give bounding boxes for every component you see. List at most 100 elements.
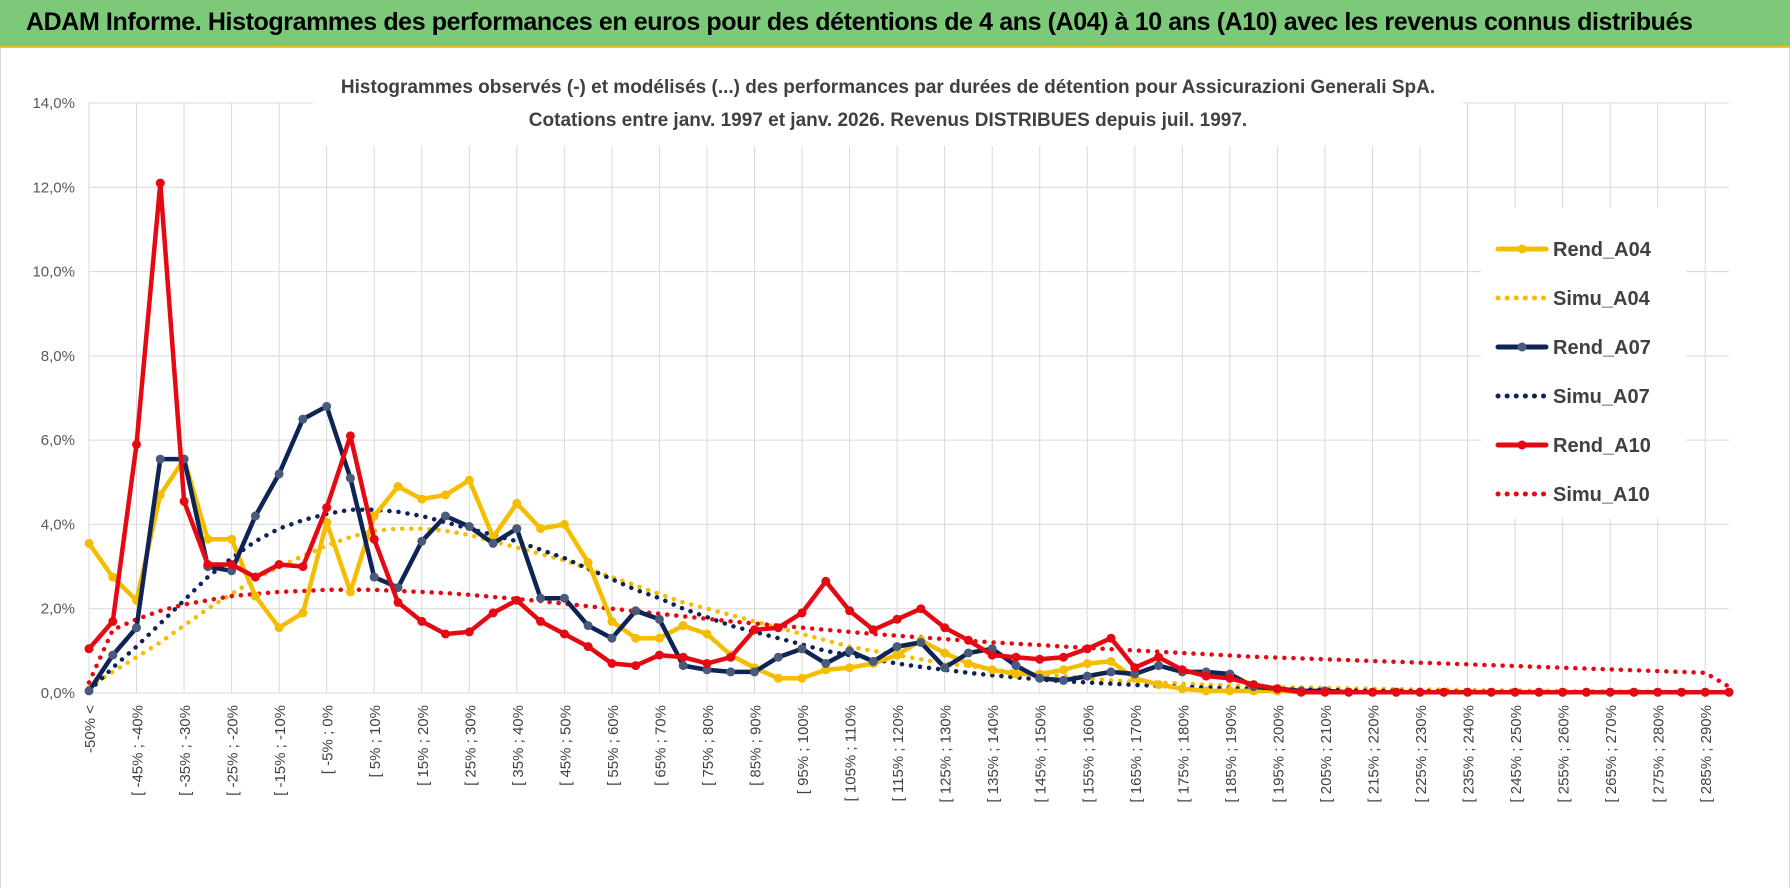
x-tick-label: [ 125% ; 130% bbox=[938, 705, 955, 803]
y-tick-label: 12,0% bbox=[32, 179, 75, 196]
data-point bbox=[1011, 669, 1021, 679]
data-point bbox=[322, 503, 332, 513]
data-point bbox=[1486, 687, 1496, 697]
x-tick-label: [ 145% ; 150% bbox=[1033, 705, 1050, 803]
data-point bbox=[797, 644, 807, 654]
data-point bbox=[821, 659, 831, 668]
data-point bbox=[1011, 661, 1021, 671]
data-point bbox=[298, 608, 308, 618]
data-point bbox=[1344, 687, 1354, 697]
data-point bbox=[1581, 687, 1591, 697]
legend-label: Rend_A04 bbox=[1553, 239, 1652, 261]
x-tick-label: [ 5% ; 10% bbox=[367, 705, 384, 778]
data-point bbox=[393, 482, 403, 491]
x-tick-label: [ 45% ; 50% bbox=[557, 705, 574, 786]
data-point bbox=[250, 572, 260, 582]
data-point bbox=[464, 522, 474, 531]
data-point bbox=[559, 593, 569, 603]
data-point bbox=[559, 519, 569, 529]
data-point bbox=[583, 642, 593, 652]
x-tick-label: [ 135% ; 140% bbox=[985, 705, 1002, 803]
data-point bbox=[1130, 663, 1140, 673]
data-point bbox=[512, 595, 522, 605]
x-tick-label: [ 105% ; 110% bbox=[843, 705, 860, 801]
legend-label: Rend_A10 bbox=[1553, 435, 1651, 457]
data-point bbox=[393, 597, 403, 607]
data-point bbox=[773, 673, 783, 683]
x-tick-label: [ 95% ; 100% bbox=[795, 705, 812, 794]
data-point bbox=[845, 646, 855, 656]
data-point bbox=[1177, 684, 1187, 694]
data-point bbox=[1653, 687, 1663, 697]
data-point bbox=[940, 648, 950, 658]
y-tick-label: 6,0% bbox=[41, 432, 75, 449]
chart-title: Histogrammes observés (-) et modélisés (… bbox=[341, 77, 1435, 98]
data-point bbox=[654, 614, 664, 624]
data-point bbox=[631, 661, 641, 671]
data-point bbox=[536, 524, 546, 534]
data-point bbox=[108, 572, 118, 582]
x-tick-label: [ -15% ; -10% bbox=[272, 705, 289, 796]
data-point bbox=[1534, 687, 1544, 697]
data-point bbox=[726, 652, 736, 662]
y-tick-label: 14,0% bbox=[32, 95, 75, 112]
data-point bbox=[536, 616, 546, 626]
data-point bbox=[1463, 687, 1473, 697]
data-point bbox=[274, 623, 284, 633]
data-point bbox=[1106, 633, 1116, 643]
data-point bbox=[1249, 680, 1259, 690]
legend-label: Simu_A04 bbox=[1553, 288, 1651, 310]
x-tick-label: [ 205% ; 210% bbox=[1318, 705, 1335, 803]
chart-subtitle: Cotations entre janv. 1997 et janv. 2026… bbox=[529, 110, 1247, 131]
x-tick-label: [ 195% ; 200% bbox=[1270, 705, 1287, 803]
data-point bbox=[274, 560, 284, 569]
data-point bbox=[1035, 673, 1045, 683]
data-point bbox=[1154, 680, 1164, 690]
data-point bbox=[868, 656, 878, 666]
data-point bbox=[1700, 687, 1710, 697]
data-point bbox=[773, 623, 783, 633]
data-point bbox=[250, 591, 260, 601]
data-point bbox=[987, 644, 997, 654]
data-point bbox=[987, 650, 997, 660]
data-point bbox=[179, 496, 189, 506]
data-point bbox=[1368, 687, 1377, 697]
data-point bbox=[369, 511, 379, 521]
data-point bbox=[1391, 687, 1401, 697]
data-point bbox=[702, 659, 712, 668]
legend-background bbox=[1481, 208, 1686, 518]
data-point bbox=[583, 557, 593, 567]
data-point bbox=[298, 414, 308, 424]
data-point bbox=[512, 498, 522, 508]
data-point bbox=[1035, 654, 1045, 664]
data-point bbox=[536, 593, 546, 603]
x-axis-ticks: -50% < [ -45% ; -40% [ -35% ; -30% [ -25% ;… bbox=[82, 705, 1715, 803]
data-point bbox=[940, 663, 950, 673]
data-point bbox=[1059, 675, 1068, 685]
x-tick-label: [ 285% ; 290% bbox=[1698, 705, 1715, 803]
data-point bbox=[797, 608, 807, 618]
x-tick-label: [ 165% ; 170% bbox=[1128, 705, 1145, 803]
data-point bbox=[417, 494, 427, 504]
data-point bbox=[963, 648, 973, 658]
x-tick-label: [ 275% ; 280% bbox=[1651, 705, 1668, 803]
x-tick-label: [ 85% ; 90% bbox=[748, 705, 765, 786]
data-point bbox=[155, 454, 165, 464]
data-point bbox=[108, 616, 118, 626]
data-point bbox=[1225, 686, 1235, 696]
page-title: ADAM Informe. Histogrammes des performan… bbox=[26, 8, 1693, 36]
data-point bbox=[607, 616, 617, 626]
data-point bbox=[84, 538, 94, 548]
data-point bbox=[417, 616, 427, 626]
grid-lines bbox=[88, 102, 1729, 694]
data-point bbox=[845, 663, 855, 673]
data-point bbox=[155, 178, 165, 188]
data-point bbox=[345, 431, 355, 441]
legend-marker bbox=[1517, 440, 1527, 450]
data-point bbox=[203, 534, 213, 544]
legend-marker bbox=[1517, 342, 1527, 352]
data-point bbox=[1272, 684, 1282, 694]
data-point bbox=[1154, 661, 1164, 671]
data-point bbox=[940, 623, 950, 633]
data-point bbox=[1011, 652, 1021, 662]
